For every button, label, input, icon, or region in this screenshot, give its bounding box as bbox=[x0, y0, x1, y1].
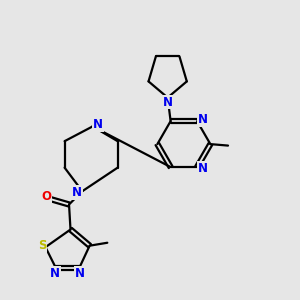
Text: N: N bbox=[198, 162, 208, 175]
Text: N: N bbox=[163, 95, 173, 109]
Text: N: N bbox=[50, 267, 60, 280]
Text: N: N bbox=[93, 118, 103, 131]
Text: N: N bbox=[198, 113, 208, 126]
Text: O: O bbox=[41, 190, 51, 203]
Text: S: S bbox=[38, 239, 46, 252]
Text: N: N bbox=[72, 186, 82, 199]
Text: N: N bbox=[75, 267, 85, 280]
